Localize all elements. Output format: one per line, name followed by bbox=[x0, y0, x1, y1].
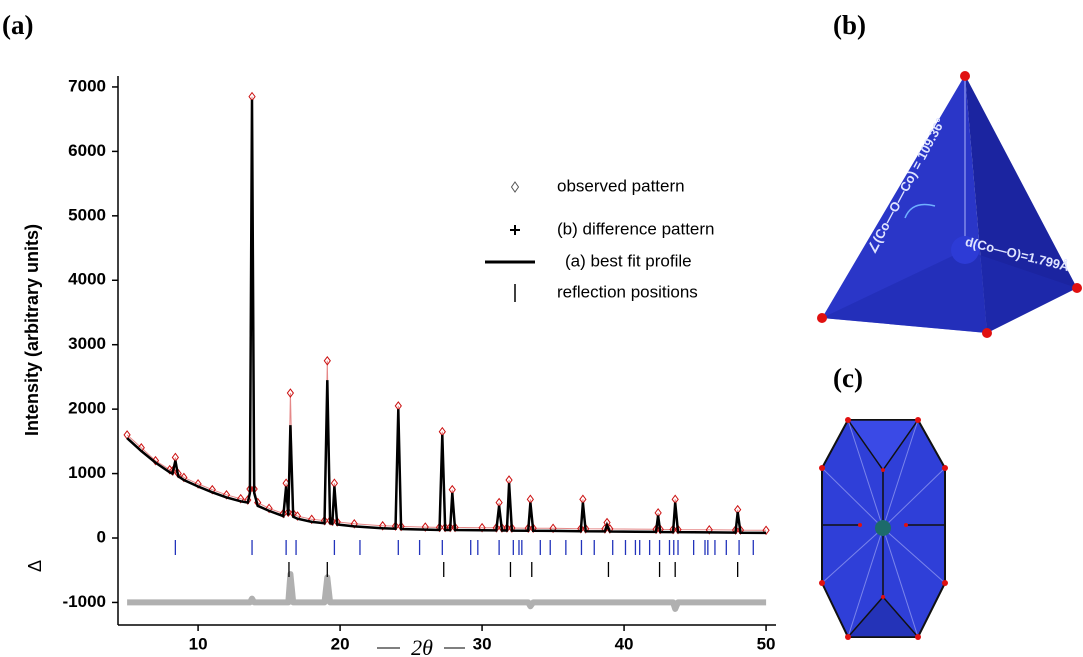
difference-line bbox=[127, 574, 766, 609]
legend-label: reflection positions bbox=[557, 282, 698, 301]
y-tick-label: 7000 bbox=[68, 76, 106, 95]
y-tick-label: 0 bbox=[97, 527, 106, 546]
panel-label: (c) bbox=[833, 363, 863, 393]
panel-label: (b) bbox=[833, 10, 866, 40]
x-tick-label: 20 bbox=[331, 634, 350, 653]
y-tick-label: 3000 bbox=[68, 334, 106, 353]
legend-marker bbox=[510, 225, 520, 235]
legend-label: (a) best fit profile bbox=[565, 251, 692, 270]
y-tick-label: -1000 bbox=[63, 592, 106, 611]
plot-area bbox=[124, 93, 769, 609]
delta-label: Δ bbox=[25, 560, 45, 572]
legend-label: (b) difference pattern bbox=[557, 219, 715, 238]
legend-marker bbox=[512, 182, 519, 192]
x-tick-label: 50 bbox=[757, 634, 776, 653]
x-tick-label: 10 bbox=[189, 634, 208, 653]
y-tick-label: 2000 bbox=[68, 399, 106, 418]
figure: (a) (b) (c) Intensity (arbitrary units) … bbox=[0, 0, 1083, 657]
panel-label: (a) bbox=[2, 10, 33, 40]
tetrahedron bbox=[817, 71, 1082, 338]
y-tick-label: 1000 bbox=[68, 463, 106, 482]
legend-label: observed pattern bbox=[557, 176, 685, 195]
observed-line bbox=[127, 97, 766, 531]
y-tick-label: 5000 bbox=[68, 205, 106, 224]
observed-point bbox=[124, 431, 130, 439]
x-tick-label: 40 bbox=[615, 634, 634, 653]
polyhedron bbox=[819, 417, 948, 640]
y-tick-label: 6000 bbox=[68, 141, 106, 160]
x-axis-label: 2θ bbox=[411, 635, 433, 657]
y-axis-label: Intensity (arbitrary units) bbox=[22, 224, 42, 436]
y-tick-label: 4000 bbox=[68, 270, 106, 289]
fit-line bbox=[127, 100, 766, 533]
x-tick-label: 30 bbox=[473, 634, 492, 653]
